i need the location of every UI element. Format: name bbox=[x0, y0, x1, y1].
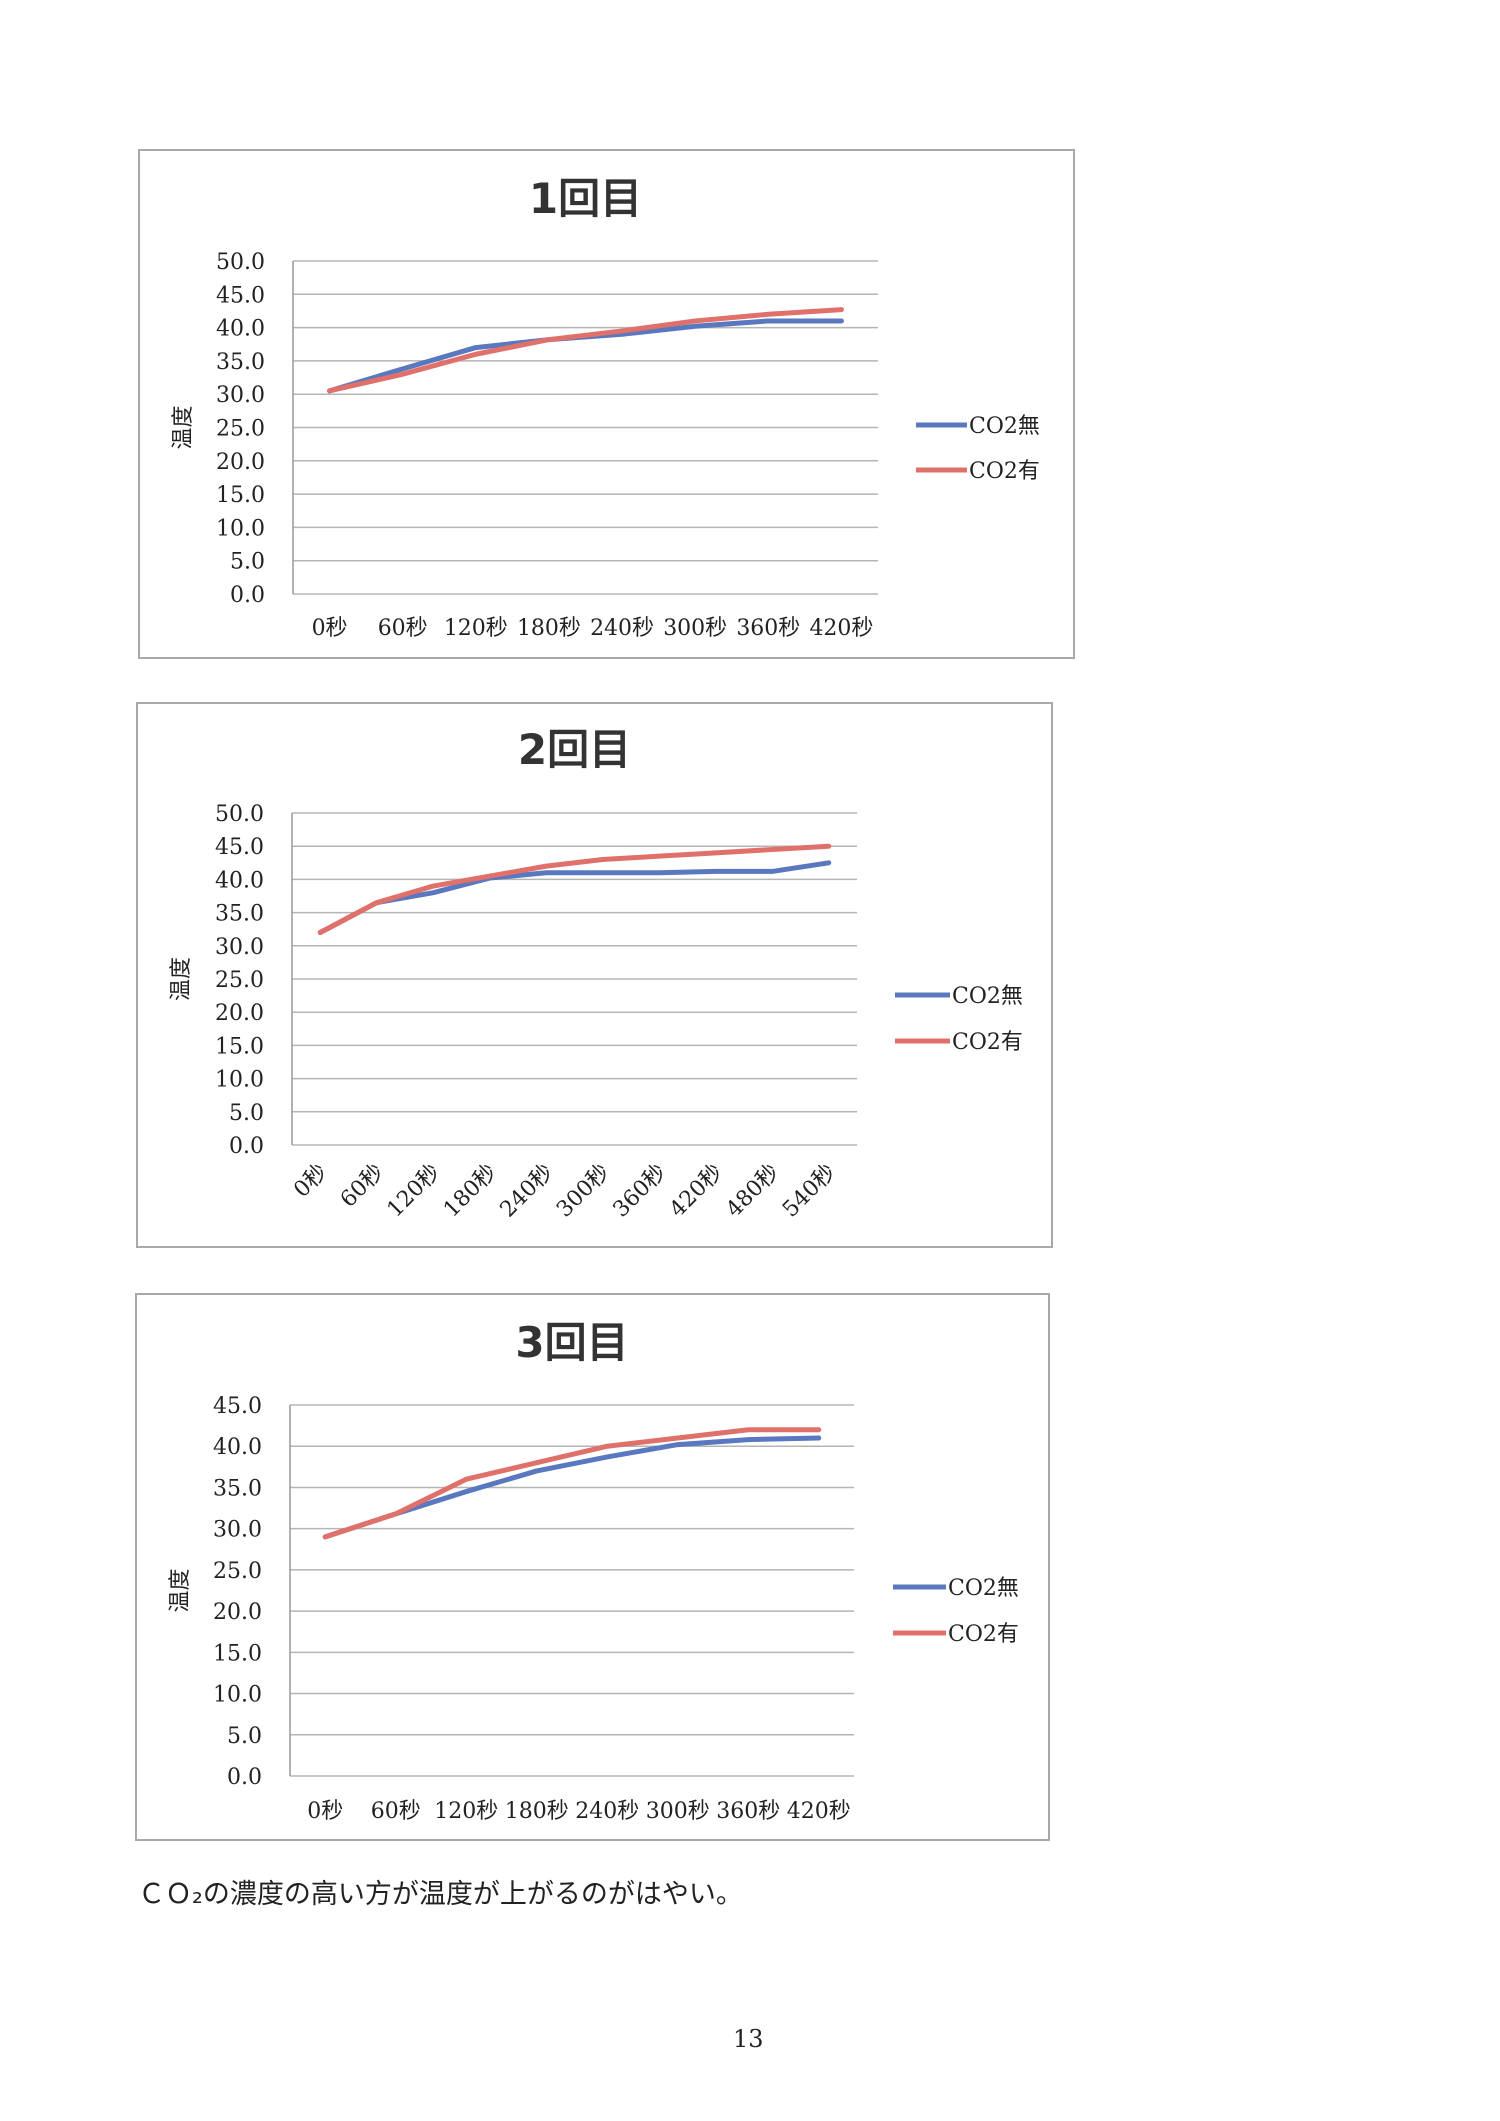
y-tick-label: 20.0 bbox=[215, 1001, 264, 1026]
series-line-co2-none bbox=[327, 318, 844, 394]
y-tick-label: 15.0 bbox=[213, 1641, 262, 1666]
chart-run-2: 2回目 0.0 5.0 10.0 15.0 20.0 25.0 30.0 35.0 40.0 45.… bbox=[136, 702, 1053, 1248]
y-tick-label: 15.0 bbox=[216, 483, 265, 508]
x-tick-label: 120秒 bbox=[383, 1160, 446, 1223]
y-tick-label: 0.0 bbox=[227, 1765, 262, 1790]
page-number: 13 bbox=[733, 2025, 764, 2053]
series-line-co2-present bbox=[322, 1427, 822, 1540]
legend-label: CO2有 bbox=[969, 459, 1040, 484]
y-tick-label: 45.0 bbox=[215, 835, 264, 860]
y-tick-label: 40.0 bbox=[213, 1435, 262, 1460]
chart-run-3: 3回目 0.0 5.0 10.0 15.0 20.0 25.0 30.0 35.0 40.0 45.… bbox=[135, 1293, 1050, 1841]
conclusion-text: ＣＯ₂の濃度の高い方が温度が上がるのがはやい。 bbox=[138, 1879, 743, 1910]
series-line-co2-present bbox=[327, 307, 844, 394]
x-tick-label: 0秒 bbox=[312, 616, 348, 641]
x-tick-label: 180秒 bbox=[517, 616, 581, 641]
x-tick-label: 300秒 bbox=[552, 1160, 615, 1223]
y-tick-label: 15.0 bbox=[215, 1034, 264, 1059]
y-tick-label: 25.0 bbox=[216, 417, 265, 442]
x-tick-label: 240秒 bbox=[496, 1160, 559, 1223]
x-tick-label: 360秒 bbox=[716, 1799, 780, 1824]
chart-title: 1回目 bbox=[529, 174, 642, 223]
y-tick-label: 40.0 bbox=[215, 868, 264, 893]
x-tick-label: 420秒 bbox=[787, 1799, 851, 1824]
y-tick-label: 10.0 bbox=[215, 1068, 264, 1093]
x-tick-label: 300秒 bbox=[646, 1799, 710, 1824]
y-tick-label: 10.0 bbox=[216, 516, 265, 541]
x-tick-label: 120秒 bbox=[444, 616, 508, 641]
y-tick-label: 40.0 bbox=[216, 317, 265, 342]
chart-svg: 3回目 0.0 5.0 10.0 15.0 20.0 25.0 30.0 35.0 40.0 45.… bbox=[168, 1318, 1019, 1824]
y-tick-label: 30.0 bbox=[216, 383, 265, 408]
chart-title: 3回目 bbox=[515, 1318, 628, 1367]
x-tick-label: 420秒 bbox=[809, 616, 873, 641]
series-line-co2-present bbox=[317, 843, 832, 936]
y-tick-label: 25.0 bbox=[215, 968, 264, 993]
x-tick-label: 180秒 bbox=[505, 1799, 569, 1824]
x-tick-label: 60秒 bbox=[371, 1799, 421, 1824]
legend-label: CO2無 bbox=[948, 1576, 1019, 1601]
y-axis-title: 温度 bbox=[168, 1568, 193, 1612]
x-tick-label: 360秒 bbox=[609, 1160, 672, 1223]
x-tick-label: 60秒 bbox=[378, 616, 428, 641]
y-tick-label: 0.0 bbox=[230, 583, 265, 608]
chart-svg: 2回目 0.0 5.0 10.0 15.0 20.0 25.0 30.0 35.0 40.0 45.… bbox=[169, 725, 1023, 1223]
y-axis-title: 温度 bbox=[171, 405, 196, 449]
series-line-co2-none bbox=[317, 860, 832, 936]
x-tick-label: 540秒 bbox=[778, 1160, 841, 1223]
y-tick-label: 45.0 bbox=[216, 283, 265, 308]
x-tick-label: 120秒 bbox=[434, 1799, 498, 1824]
x-tick-label: 360秒 bbox=[736, 616, 800, 641]
y-tick-label: 50.0 bbox=[216, 250, 265, 275]
y-tick-label: 45.0 bbox=[213, 1394, 262, 1419]
y-tick-label: 30.0 bbox=[213, 1518, 262, 1543]
legend-label: CO2有 bbox=[948, 1622, 1019, 1647]
x-tick-label: 60秒 bbox=[336, 1160, 389, 1213]
y-tick-label: 30.0 bbox=[215, 935, 264, 960]
x-tick-label: 180秒 bbox=[439, 1160, 502, 1223]
y-tick-label: 25.0 bbox=[213, 1559, 262, 1584]
y-axis-title: 温度 bbox=[169, 957, 194, 1001]
y-tick-label: 50.0 bbox=[215, 802, 264, 827]
y-tick-label: 5.0 bbox=[227, 1724, 262, 1749]
y-tick-label: 5.0 bbox=[229, 1101, 264, 1126]
y-tick-label: 35.0 bbox=[213, 1476, 262, 1501]
x-tick-label: 480秒 bbox=[722, 1160, 785, 1223]
legend-label: CO2無 bbox=[952, 984, 1023, 1009]
chart-title: 2回目 bbox=[518, 725, 631, 774]
y-tick-label: 5.0 bbox=[230, 550, 265, 575]
x-tick-label: 420秒 bbox=[665, 1160, 728, 1223]
y-tick-label: 35.0 bbox=[215, 902, 264, 927]
legend-label: CO2無 bbox=[969, 414, 1040, 439]
chart-run-1: 1回目 0.0 5.0 10.0 15.0 20.0 25.0 30.0 35.0 40.0 45.… bbox=[138, 149, 1075, 659]
legend-label: CO2有 bbox=[952, 1030, 1023, 1055]
y-tick-label: 10.0 bbox=[213, 1683, 262, 1708]
x-tick-label: 240秒 bbox=[575, 1799, 639, 1824]
x-tick-label: 0秒 bbox=[289, 1160, 332, 1203]
x-tick-label: 300秒 bbox=[663, 616, 727, 641]
x-tick-label: 0秒 bbox=[307, 1799, 343, 1824]
y-tick-label: 20.0 bbox=[213, 1600, 262, 1625]
y-tick-label: 20.0 bbox=[216, 450, 265, 475]
x-tick-label: 240秒 bbox=[590, 616, 654, 641]
y-tick-label: 0.0 bbox=[229, 1134, 264, 1159]
chart-svg: 1回目 0.0 5.0 10.0 15.0 20.0 25.0 30.0 35.0 40.0 45.… bbox=[171, 174, 1040, 641]
y-tick-label: 35.0 bbox=[216, 350, 265, 375]
